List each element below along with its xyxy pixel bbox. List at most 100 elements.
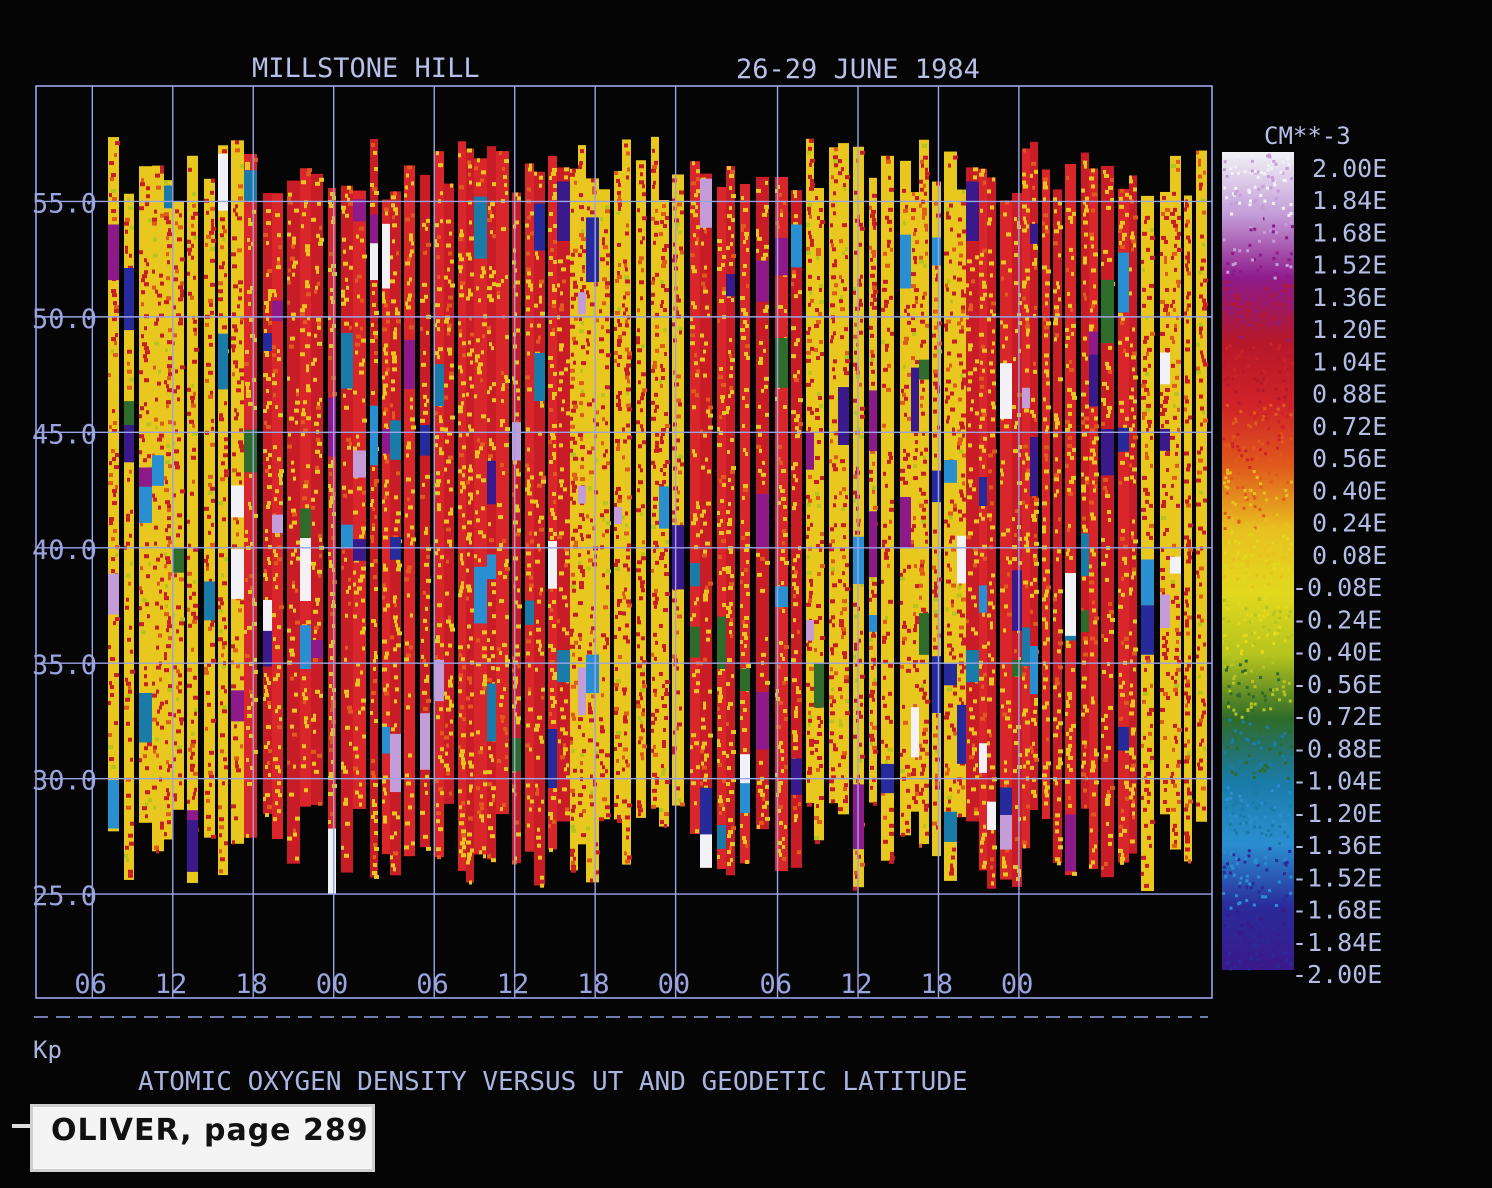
- heatmap-speckle: [731, 298, 734, 303]
- heatmap-speckle: [279, 605, 284, 610]
- heatmap-speckle: [382, 499, 385, 504]
- heatmap-speckle: [273, 577, 276, 582]
- heatmap-speckle: [727, 834, 731, 839]
- heatmap-speckle: [292, 708, 297, 713]
- heatmap-speckle: [514, 820, 519, 825]
- heatmap-speckle: [832, 247, 836, 252]
- heatmap-speckle: [115, 333, 118, 338]
- heatmap-speckle: [578, 601, 583, 606]
- heatmap-speckle: [947, 795, 952, 800]
- heatmap-speckle: [204, 670, 209, 675]
- heatmap-speckle: [912, 332, 916, 337]
- heatmap-speckle: [386, 683, 389, 688]
- heatmap-speckle: [128, 685, 131, 690]
- heatmap-speckle: [912, 248, 915, 253]
- heatmap-speckle: [672, 322, 676, 327]
- heatmap-speckle: [599, 817, 604, 822]
- heatmap-speckle: [488, 454, 493, 459]
- heatmap-speckle: [913, 704, 917, 709]
- heatmap-speckle: [467, 588, 472, 593]
- heatmap-speckle: [548, 823, 551, 828]
- heatmap-column: [244, 153, 258, 838]
- heatmap-speckle: [729, 338, 732, 343]
- heatmap-speckle: [901, 388, 904, 393]
- heatmap-speckle: [887, 459, 891, 464]
- heatmap-speckle: [156, 721, 159, 726]
- heatmap-speckle: [211, 238, 216, 243]
- heatmap-speckle: [857, 658, 862, 663]
- heatmap-speckle: [374, 482, 377, 487]
- heatmap-speckle: [475, 454, 479, 459]
- heatmap-speckle: [919, 259, 924, 264]
- heatmap-speckle: [450, 259, 454, 264]
- heatmap-speckle: [932, 821, 937, 826]
- heatmap-speckle: [727, 862, 731, 867]
- heatmap-speckle: [744, 811, 748, 816]
- heatmap-speckle: [164, 612, 169, 617]
- heatmap-speckle: [730, 858, 733, 863]
- heatmap-speckle: [637, 804, 642, 809]
- heatmap-speckle: [514, 312, 517, 317]
- heatmap-speckle: [761, 652, 766, 657]
- heatmap-speckle: [445, 651, 449, 656]
- heatmap-speckle: [921, 339, 926, 344]
- heatmap-speckle: [385, 491, 389, 496]
- heatmap-speckle: [558, 799, 561, 804]
- heatmap-speckle: [694, 361, 698, 366]
- heatmap-speckle: [654, 604, 657, 609]
- heatmap-speckle: [623, 595, 626, 600]
- heatmap-speckle: [696, 765, 701, 770]
- heatmap-speckle: [500, 463, 504, 468]
- heatmap-speckle: [937, 577, 942, 582]
- heatmap-speckle: [192, 447, 196, 452]
- heatmap-speckle: [240, 676, 245, 681]
- heatmap-speckle: [113, 421, 117, 426]
- heatmap-speckle: [922, 387, 925, 392]
- heatmap-speckle: [782, 608, 785, 613]
- heatmap-speckle: [640, 584, 644, 589]
- heatmap-speckle: [580, 413, 584, 418]
- heatmap-speckle: [606, 813, 611, 818]
- heatmap-speckle: [703, 777, 707, 782]
- heatmap-block: [108, 573, 119, 615]
- heatmap-speckle: [819, 224, 822, 229]
- heatmap-speckle: [617, 270, 620, 275]
- heatmap-speckle: [458, 505, 462, 510]
- heatmap-speckle: [700, 513, 704, 518]
- heatmap-speckle: [820, 532, 824, 537]
- heatmap-speckle: [819, 288, 822, 293]
- heatmap-speckle: [783, 516, 787, 521]
- heatmap-speckle: [395, 623, 398, 628]
- heatmap-speckle: [407, 297, 411, 302]
- heatmap-speckle: [459, 453, 464, 458]
- heatmap-speckle: [461, 561, 464, 566]
- heatmap-speckle: [505, 191, 508, 196]
- heatmap-column-base: [353, 190, 366, 809]
- heatmap-speckle: [265, 529, 268, 534]
- heatmap-speckle: [345, 613, 348, 618]
- heatmap-speckle: [329, 564, 334, 569]
- heatmap-speckle: [672, 446, 677, 451]
- heatmap-speckle: [678, 470, 682, 475]
- heatmap-speckle: [722, 807, 725, 812]
- heatmap-speckle: [268, 545, 272, 550]
- heatmap-speckle: [191, 647, 194, 652]
- heatmap-speckle: [178, 681, 182, 686]
- heatmap-speckle: [900, 576, 905, 581]
- heatmap-column-base: [466, 148, 474, 883]
- heatmap-speckle: [470, 772, 473, 777]
- heatmap-speckle: [855, 366, 859, 371]
- heatmap-speckle: [574, 540, 578, 545]
- heatmap-block: [756, 260, 769, 302]
- heatmap-speckle: [276, 673, 280, 678]
- heatmap-speckle: [626, 403, 631, 408]
- heatmap-speckle: [573, 248, 578, 253]
- heatmap-speckle: [557, 535, 562, 540]
- heatmap-speckle: [793, 474, 796, 479]
- heatmap-speckle: [210, 642, 215, 647]
- heatmap-speckle: [639, 180, 644, 185]
- heatmap-speckle: [915, 296, 918, 301]
- heatmap-speckle: [907, 564, 911, 569]
- heatmap-speckle: [888, 663, 893, 668]
- heatmap-speckle: [778, 664, 781, 669]
